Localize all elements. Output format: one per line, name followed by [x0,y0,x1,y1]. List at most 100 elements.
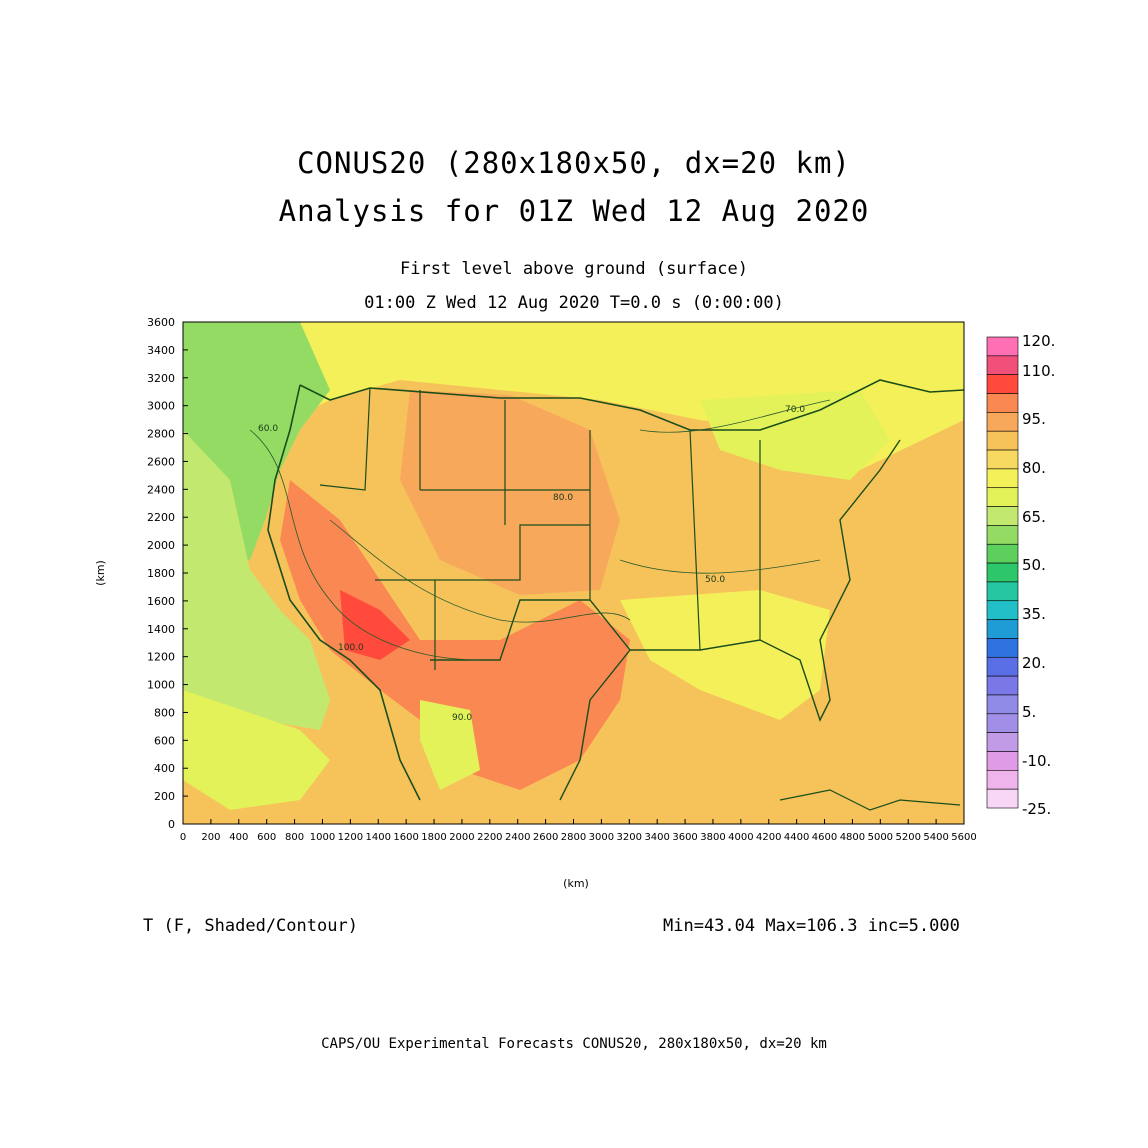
y-tick-label: 0 [168,818,175,831]
x-tick-label: 2200 [477,832,502,843]
x-tick-label: 1600 [393,832,418,843]
x-tick-label: 4200 [756,832,781,843]
x-axis-label: (km) [563,877,589,890]
x-tick-label: 3200 [617,832,642,843]
x-tick-label: 0 [180,832,186,843]
x-tick-label: 3000 [589,832,614,843]
colorbar-swatch [986,619,1019,639]
x-tick-label: 2400 [505,832,530,843]
temperature-field [183,322,964,824]
colorbar-swatch [986,656,1019,677]
y-tick-label: 2000 [147,539,175,552]
x-tick-label: 2600 [533,832,558,843]
x-tick-label: 4400 [784,832,809,843]
x-tick-label: 800 [285,832,304,843]
x-tick-label: 5600 [951,832,976,843]
x-tick-label: 4600 [812,832,837,843]
x-tick-label: 1200 [338,832,363,843]
y-tick-label: 400 [154,762,175,775]
y-tick-label: 1800 [147,567,175,580]
colorbar-label: 110. [1022,362,1055,380]
x-tick-label: 4000 [728,832,753,843]
x-tick-label: 2000 [449,832,474,843]
colorbar-swatch [986,393,1019,413]
colorbar-swatch [986,412,1019,432]
colorbar-swatch [986,506,1019,526]
y-tick-label: 3000 [147,400,175,413]
variable-label: T (F, Shaded/Contour) [143,916,358,936]
y-axis-label: (km) [94,560,107,586]
colorbar-swatch [986,374,1019,394]
x-tick-label: 1800 [421,832,446,843]
x-tick-label: 5400 [923,832,948,843]
colorbar-label: 120. [1022,332,1055,350]
y-tick-label: 200 [154,790,175,803]
footer-credit: CAPS/OU Experimental Forecasts CONUS20, … [321,1036,827,1052]
colorbar-label: 65. [1022,508,1046,526]
y-axis: 0 200 400 600 800 1000 1200 1400 1600 1800 2000 220… [147,316,188,831]
colorbar-swatch [986,355,1019,375]
colorbar-swatch [986,694,1019,715]
x-tick-label: 400 [229,832,248,843]
colorbar-swatch [986,732,1019,752]
colorbar-label: -10. [1022,752,1051,770]
colorbar-swatch [986,543,1019,564]
y-tick-label: 1600 [147,595,175,608]
colorbar-swatch [986,713,1019,733]
colorbar-label: 5. [1022,703,1036,721]
colorbar: 120. 110. 95. 80. 65. 50. 35. 20. 5. -10. -25. [986,332,1055,818]
y-tick-label: 2800 [147,428,175,441]
colorbar-swatch [986,788,1019,809]
contour-label: 60.0 [258,424,278,434]
contour-label: 90.0 [452,713,472,723]
title-line-1: CONUS20 (280x180x50, dx=20 km) [297,146,851,180]
colorbar-swatch [986,449,1019,470]
min-max-stats: Min=43.04 Max=106.3 inc=5.000 [663,916,960,936]
x-tick-label: 4800 [840,832,865,843]
contour-label: 100.0 [338,643,364,653]
y-tick-label: 3200 [147,372,175,385]
x-tick-label: 1000 [310,832,335,843]
colorbar-swatch [986,562,1019,583]
y-tick-label: 1400 [147,623,175,636]
colorbar-swatch [986,525,1019,545]
y-tick-label: 2200 [147,511,175,524]
colorbar-swatch [986,581,1019,602]
colorbar-swatch [986,770,1019,790]
x-tick-label: 3800 [700,832,725,843]
colorbar-swatch [986,638,1019,658]
colorbar-label: 80. [1022,459,1046,477]
y-tick-label: 2600 [147,455,175,468]
y-tick-label: 600 [154,734,175,747]
colorbar-swatch [986,487,1019,507]
y-tick-label: 2400 [147,483,175,496]
colorbar-label: 95. [1022,410,1046,428]
x-axis: 0 200 400 600 800 1000 1200 1400 1600 1800 2000 220… [180,819,977,843]
y-tick-label: 3400 [147,344,175,357]
colorbar-swatch [986,468,1019,489]
x-tick-label: 5200 [895,832,920,843]
time-subtitle: 01:00 Z Wed 12 Aug 2020 T=0.0 s (0:00:00… [364,293,784,313]
x-tick-label: 3400 [644,832,669,843]
colorbar-swatch [986,675,1019,696]
contour-label: 50.0 [705,575,725,585]
colorbar-label: 20. [1022,654,1046,672]
colorbar-swatch [986,751,1019,771]
y-tick-label: 1200 [147,651,175,664]
x-tick-label: 200 [201,832,220,843]
colorbar-swatch [986,600,1019,620]
y-tick-label: 3600 [147,316,175,329]
contour-label: 70.0 [785,405,805,415]
x-tick-label: 600 [257,832,276,843]
y-tick-label: 1000 [147,679,175,692]
colorbar-label: -25. [1022,800,1051,818]
contour-label: 80.0 [553,493,573,503]
title-line-2: Analysis for 01Z Wed 12 Aug 2020 [278,194,870,228]
y-tick-label: 800 [154,706,175,719]
x-tick-label: 2800 [561,832,586,843]
x-tick-label: 1400 [366,832,391,843]
level-subtitle: First level above ground (surface) [400,259,748,279]
colorbar-label: 35. [1022,605,1046,623]
colorbar-swatch [986,336,1019,357]
